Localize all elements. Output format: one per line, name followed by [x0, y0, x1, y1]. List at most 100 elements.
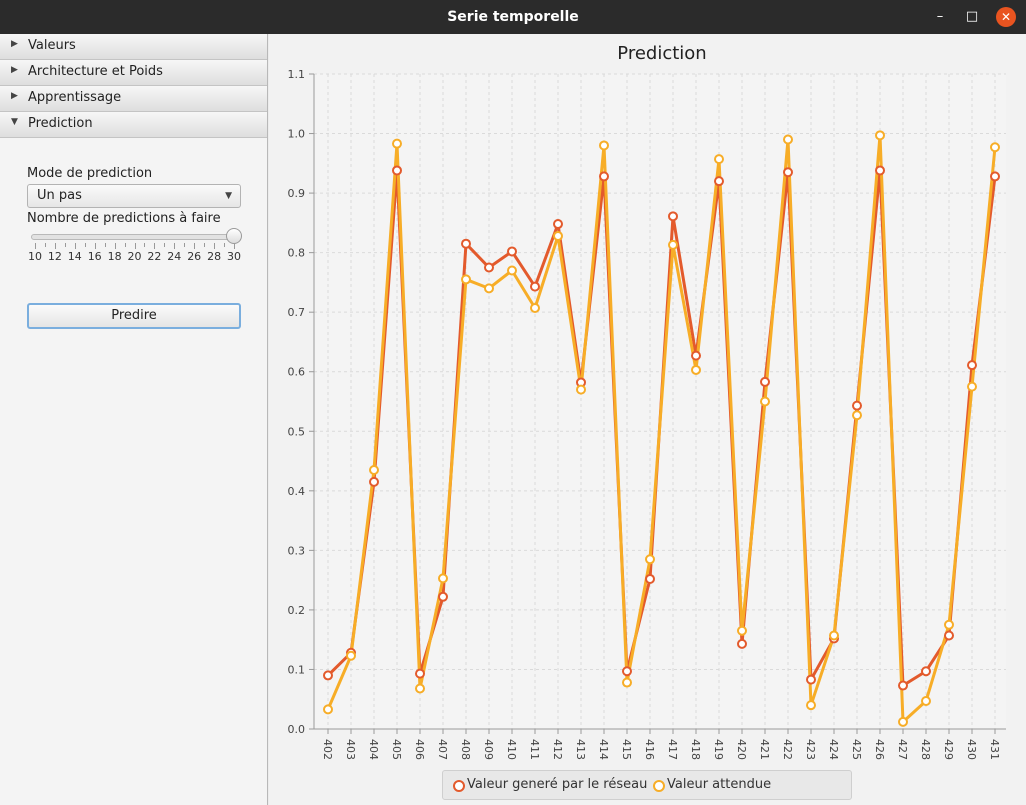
data-point-reseau: [921, 666, 931, 677]
accordion-label: Apprentissage: [28, 90, 122, 105]
slider-tick: [234, 243, 235, 249]
slider-tick: [194, 243, 196, 249]
x-tick-label: 423: [804, 739, 817, 760]
data-point-attendue: [737, 625, 747, 636]
data-point-reseau: [438, 591, 448, 602]
y-tick-label: 1.0: [288, 128, 306, 141]
chart-area: 0.0 0.1 0.2 0.3 0.4 0.5 0.6 0.7 0.8 0.9 1.0 1.1 402 4…: [269, 34, 1026, 805]
data-point-attendue: [622, 677, 632, 688]
accordion-prediction[interactable]: ▼ Prediction: [0, 112, 267, 138]
x-tick-label: 430: [965, 739, 978, 760]
data-point-reseau: [507, 246, 517, 257]
data-point-attendue: [599, 140, 609, 151]
sidebar: ▶ Valeurs ▶ Architecture et Poids ▶ Appr…: [0, 34, 268, 805]
slider-tick: [204, 243, 206, 247]
x-tick-label: 421: [758, 739, 771, 760]
data-point-attendue: [668, 239, 678, 250]
slider-tick-label: 12: [47, 250, 62, 263]
x-tick-label: 411: [528, 739, 541, 760]
slider-tick-label: 10: [28, 250, 42, 263]
data-point-attendue: [921, 696, 931, 707]
data-point-attendue: [438, 573, 448, 584]
slider-tick: [84, 243, 86, 247]
data-point-reseau: [599, 171, 609, 182]
accordion-label: Valeurs: [28, 38, 76, 53]
x-tick-label: 419: [712, 739, 725, 760]
data-point-attendue: [576, 384, 586, 395]
data-point-reseau: [898, 680, 908, 691]
data-point-reseau: [691, 350, 701, 361]
accordion-apprentissage[interactable]: ▶ Apprentissage: [0, 86, 267, 112]
slider-tick: [174, 243, 176, 249]
slider-tick-label: 18: [107, 250, 122, 263]
y-tick-label: 0.1: [288, 663, 306, 676]
y-tick-label: 0.2: [288, 604, 306, 617]
prediction-chart: 0.0 0.1 0.2 0.3 0.4 0.5 0.6 0.7 0.8 0.9 1.0 1.1 402 4…: [288, 43, 1006, 760]
data-point-reseau: [944, 630, 954, 641]
data-point-attendue: [323, 704, 333, 715]
slider-tick-label: 24: [167, 250, 182, 263]
chevron-right-icon: ▶: [11, 65, 18, 75]
y-tick-label: 0.8: [288, 247, 306, 260]
legend-marker-reseau: [453, 780, 465, 792]
data-point-reseau: [392, 165, 402, 176]
minimize-icon[interactable]: –: [936, 9, 944, 24]
data-point-reseau: [645, 573, 655, 584]
data-point-attendue: [507, 265, 517, 276]
chevron-right-icon: ▶: [11, 39, 18, 49]
data-point-reseau: [737, 638, 747, 649]
slider-tick: [214, 243, 216, 249]
y-tick-label: 0.9: [288, 187, 306, 200]
predict-button[interactable]: Predire: [27, 303, 241, 329]
x-tick-label: 414: [597, 739, 610, 760]
slider-tick: [134, 243, 136, 249]
x-tick-label: 412: [551, 739, 564, 760]
y-tick-label: 0.5: [288, 425, 306, 438]
data-point-attendue: [553, 230, 563, 241]
data-point-attendue: [714, 154, 724, 165]
x-tick-label: 407: [436, 739, 449, 760]
slider-track[interactable]: [31, 234, 238, 240]
x-tick-label: 431: [988, 739, 1001, 760]
data-point-attendue: [806, 700, 816, 711]
x-tick-label: 403: [344, 739, 357, 760]
slider-thumb[interactable]: [226, 228, 242, 244]
data-point-attendue: [990, 142, 1000, 153]
close-icon[interactable]: ✕: [996, 7, 1016, 27]
title-bar: Serie temporelle – □ ✕: [0, 0, 1026, 34]
data-point-reseau: [875, 165, 885, 176]
slider-tick: [54, 243, 56, 249]
slider-tick: [64, 243, 66, 247]
data-point-reseau: [323, 670, 333, 681]
accordion-architecture-et-poids[interactable]: ▶ Architecture et Poids: [0, 60, 267, 86]
x-tick-label: 402: [321, 739, 334, 760]
accordion-valeurs[interactable]: ▶ Valeurs: [0, 34, 267, 60]
data-point-attendue: [484, 283, 494, 294]
data-point-reseau: [553, 219, 563, 230]
x-tick-label: 415: [620, 739, 633, 760]
data-point-reseau: [461, 238, 471, 249]
data-point-attendue: [829, 630, 839, 641]
data-point-reseau: [852, 400, 862, 411]
mode-select-value: Un pas: [37, 188, 82, 203]
slider-tick: [224, 243, 226, 247]
chart-legend: Valeur generé par le réseau Valeur atten…: [442, 770, 852, 800]
slider-tick: [154, 243, 156, 249]
slider-tick-label: 22: [147, 250, 162, 263]
data-point-attendue: [944, 619, 954, 630]
mode-select[interactable]: Un pas ▼: [27, 184, 241, 208]
slider-tick: [114, 243, 116, 249]
data-point-reseau: [967, 360, 977, 371]
y-tick-label: 0.7: [288, 306, 306, 319]
slider-tick: [144, 243, 146, 247]
data-point-reseau: [415, 668, 425, 679]
slider-tick-label: 26: [187, 250, 202, 263]
x-tick-label: 425: [850, 739, 863, 760]
slider-tick: [35, 243, 36, 249]
maximize-icon[interactable]: □: [965, 9, 979, 24]
x-tick-label: 422: [781, 739, 794, 760]
data-point-attendue: [392, 138, 402, 149]
data-point-attendue: [875, 130, 885, 141]
data-point-attendue: [852, 410, 862, 421]
data-point-attendue: [369, 464, 379, 475]
